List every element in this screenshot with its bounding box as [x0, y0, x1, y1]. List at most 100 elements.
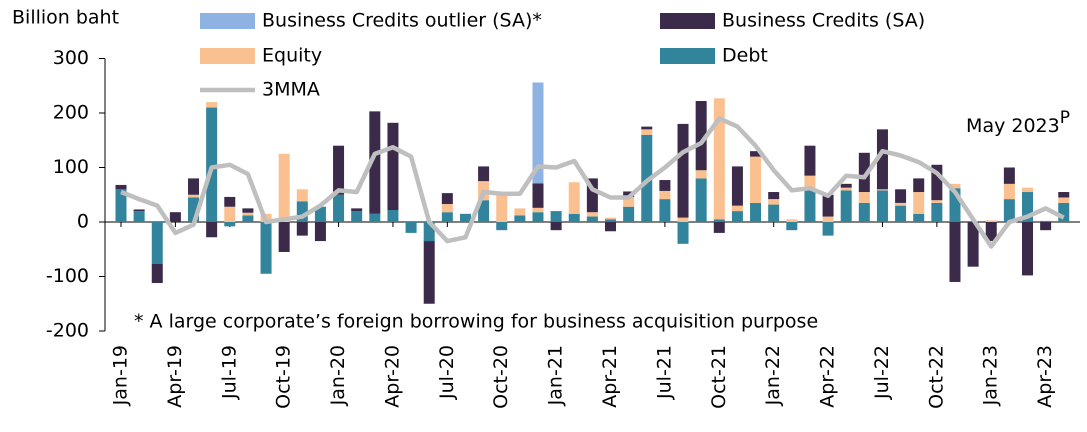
bar — [224, 196, 236, 207]
bar — [876, 190, 888, 222]
bar — [623, 206, 635, 222]
bar — [605, 219, 617, 222]
bar — [224, 222, 236, 227]
x-tick-label: Oct-19 — [273, 345, 295, 409]
bar — [151, 263, 163, 284]
bar — [858, 192, 870, 203]
bar — [169, 212, 181, 222]
bar — [840, 187, 852, 191]
bar — [188, 178, 200, 195]
bar — [260, 222, 272, 274]
bar — [768, 204, 780, 222]
bar — [949, 222, 961, 282]
bar — [387, 210, 399, 222]
legend-label: Debt — [722, 45, 768, 67]
bar — [659, 199, 671, 222]
bar — [351, 208, 363, 212]
bar — [677, 123, 689, 218]
x-tick-label: Jan-19 — [110, 345, 132, 406]
bar — [931, 164, 943, 201]
bar — [876, 129, 888, 190]
x-tick-label: Apr-23 — [1034, 345, 1056, 408]
x-tick-label: Jul-20 — [436, 345, 458, 400]
bar — [913, 192, 925, 214]
bar — [750, 202, 762, 222]
bar — [532, 212, 544, 222]
bar — [514, 208, 526, 216]
bar — [858, 152, 870, 193]
bar — [441, 204, 453, 213]
bar — [695, 178, 707, 222]
bar — [278, 153, 290, 222]
bar — [496, 194, 508, 222]
legend-swatch — [660, 13, 715, 29]
bar — [1040, 220, 1052, 222]
bar — [949, 183, 961, 189]
bar — [586, 212, 598, 217]
y-tick-label: 200 — [53, 102, 89, 124]
bar — [224, 206, 236, 222]
bar — [804, 189, 816, 222]
annotation: * A large corporate’s foreign borrowing … — [134, 311, 818, 333]
bar — [568, 182, 580, 214]
bar — [369, 213, 381, 222]
bar — [913, 178, 925, 193]
bar — [133, 209, 145, 212]
bar — [605, 222, 617, 232]
legend-swatch — [660, 48, 715, 64]
y-tick-label: 0 — [77, 211, 89, 233]
bar — [641, 129, 653, 135]
bar — [1022, 192, 1033, 222]
bar — [768, 199, 780, 205]
x-tick-label: Jan-22 — [762, 345, 784, 406]
x-tick-label: Apr-21 — [599, 345, 621, 408]
bar — [133, 211, 145, 222]
bar — [441, 212, 453, 222]
legend-swatch — [200, 48, 255, 64]
date-note-text: May 2023 — [966, 115, 1060, 137]
bar — [768, 192, 780, 200]
bar — [423, 241, 435, 304]
bar — [804, 145, 816, 176]
bar — [822, 222, 834, 236]
bar — [858, 202, 870, 222]
x-tick-label: Jul-19 — [218, 345, 240, 400]
bar — [206, 102, 218, 108]
x-tick-label: Oct-20 — [490, 345, 512, 409]
bar — [822, 194, 834, 217]
bar — [242, 215, 254, 222]
bar — [713, 98, 725, 220]
bar — [786, 219, 798, 222]
bar — [731, 211, 743, 222]
line-3mma — [120, 116, 1065, 249]
bar — [731, 205, 743, 212]
bar — [895, 205, 907, 222]
bar — [731, 166, 743, 206]
bar — [387, 122, 399, 211]
bar — [677, 222, 689, 244]
bar — [550, 211, 562, 222]
bar — [895, 189, 907, 203]
x-tick-label: Jul-21 — [653, 345, 675, 400]
bar — [115, 189, 127, 222]
bar — [840, 190, 852, 222]
bar — [478, 200, 490, 222]
bar — [459, 213, 471, 222]
bar — [895, 202, 907, 206]
bar — [441, 193, 453, 205]
bar — [550, 222, 562, 231]
bar — [296, 189, 308, 202]
bar — [695, 170, 707, 179]
x-tick-label: Oct-21 — [708, 345, 730, 409]
bar — [532, 207, 544, 213]
bar — [351, 211, 363, 222]
bar — [1022, 222, 1033, 276]
bar — [913, 213, 925, 222]
legend-label: Equity — [262, 45, 322, 67]
bar — [786, 222, 798, 231]
y-tick-label: 100 — [53, 156, 89, 178]
bar — [278, 222, 290, 252]
bar — [586, 216, 598, 222]
bar — [1058, 192, 1070, 198]
